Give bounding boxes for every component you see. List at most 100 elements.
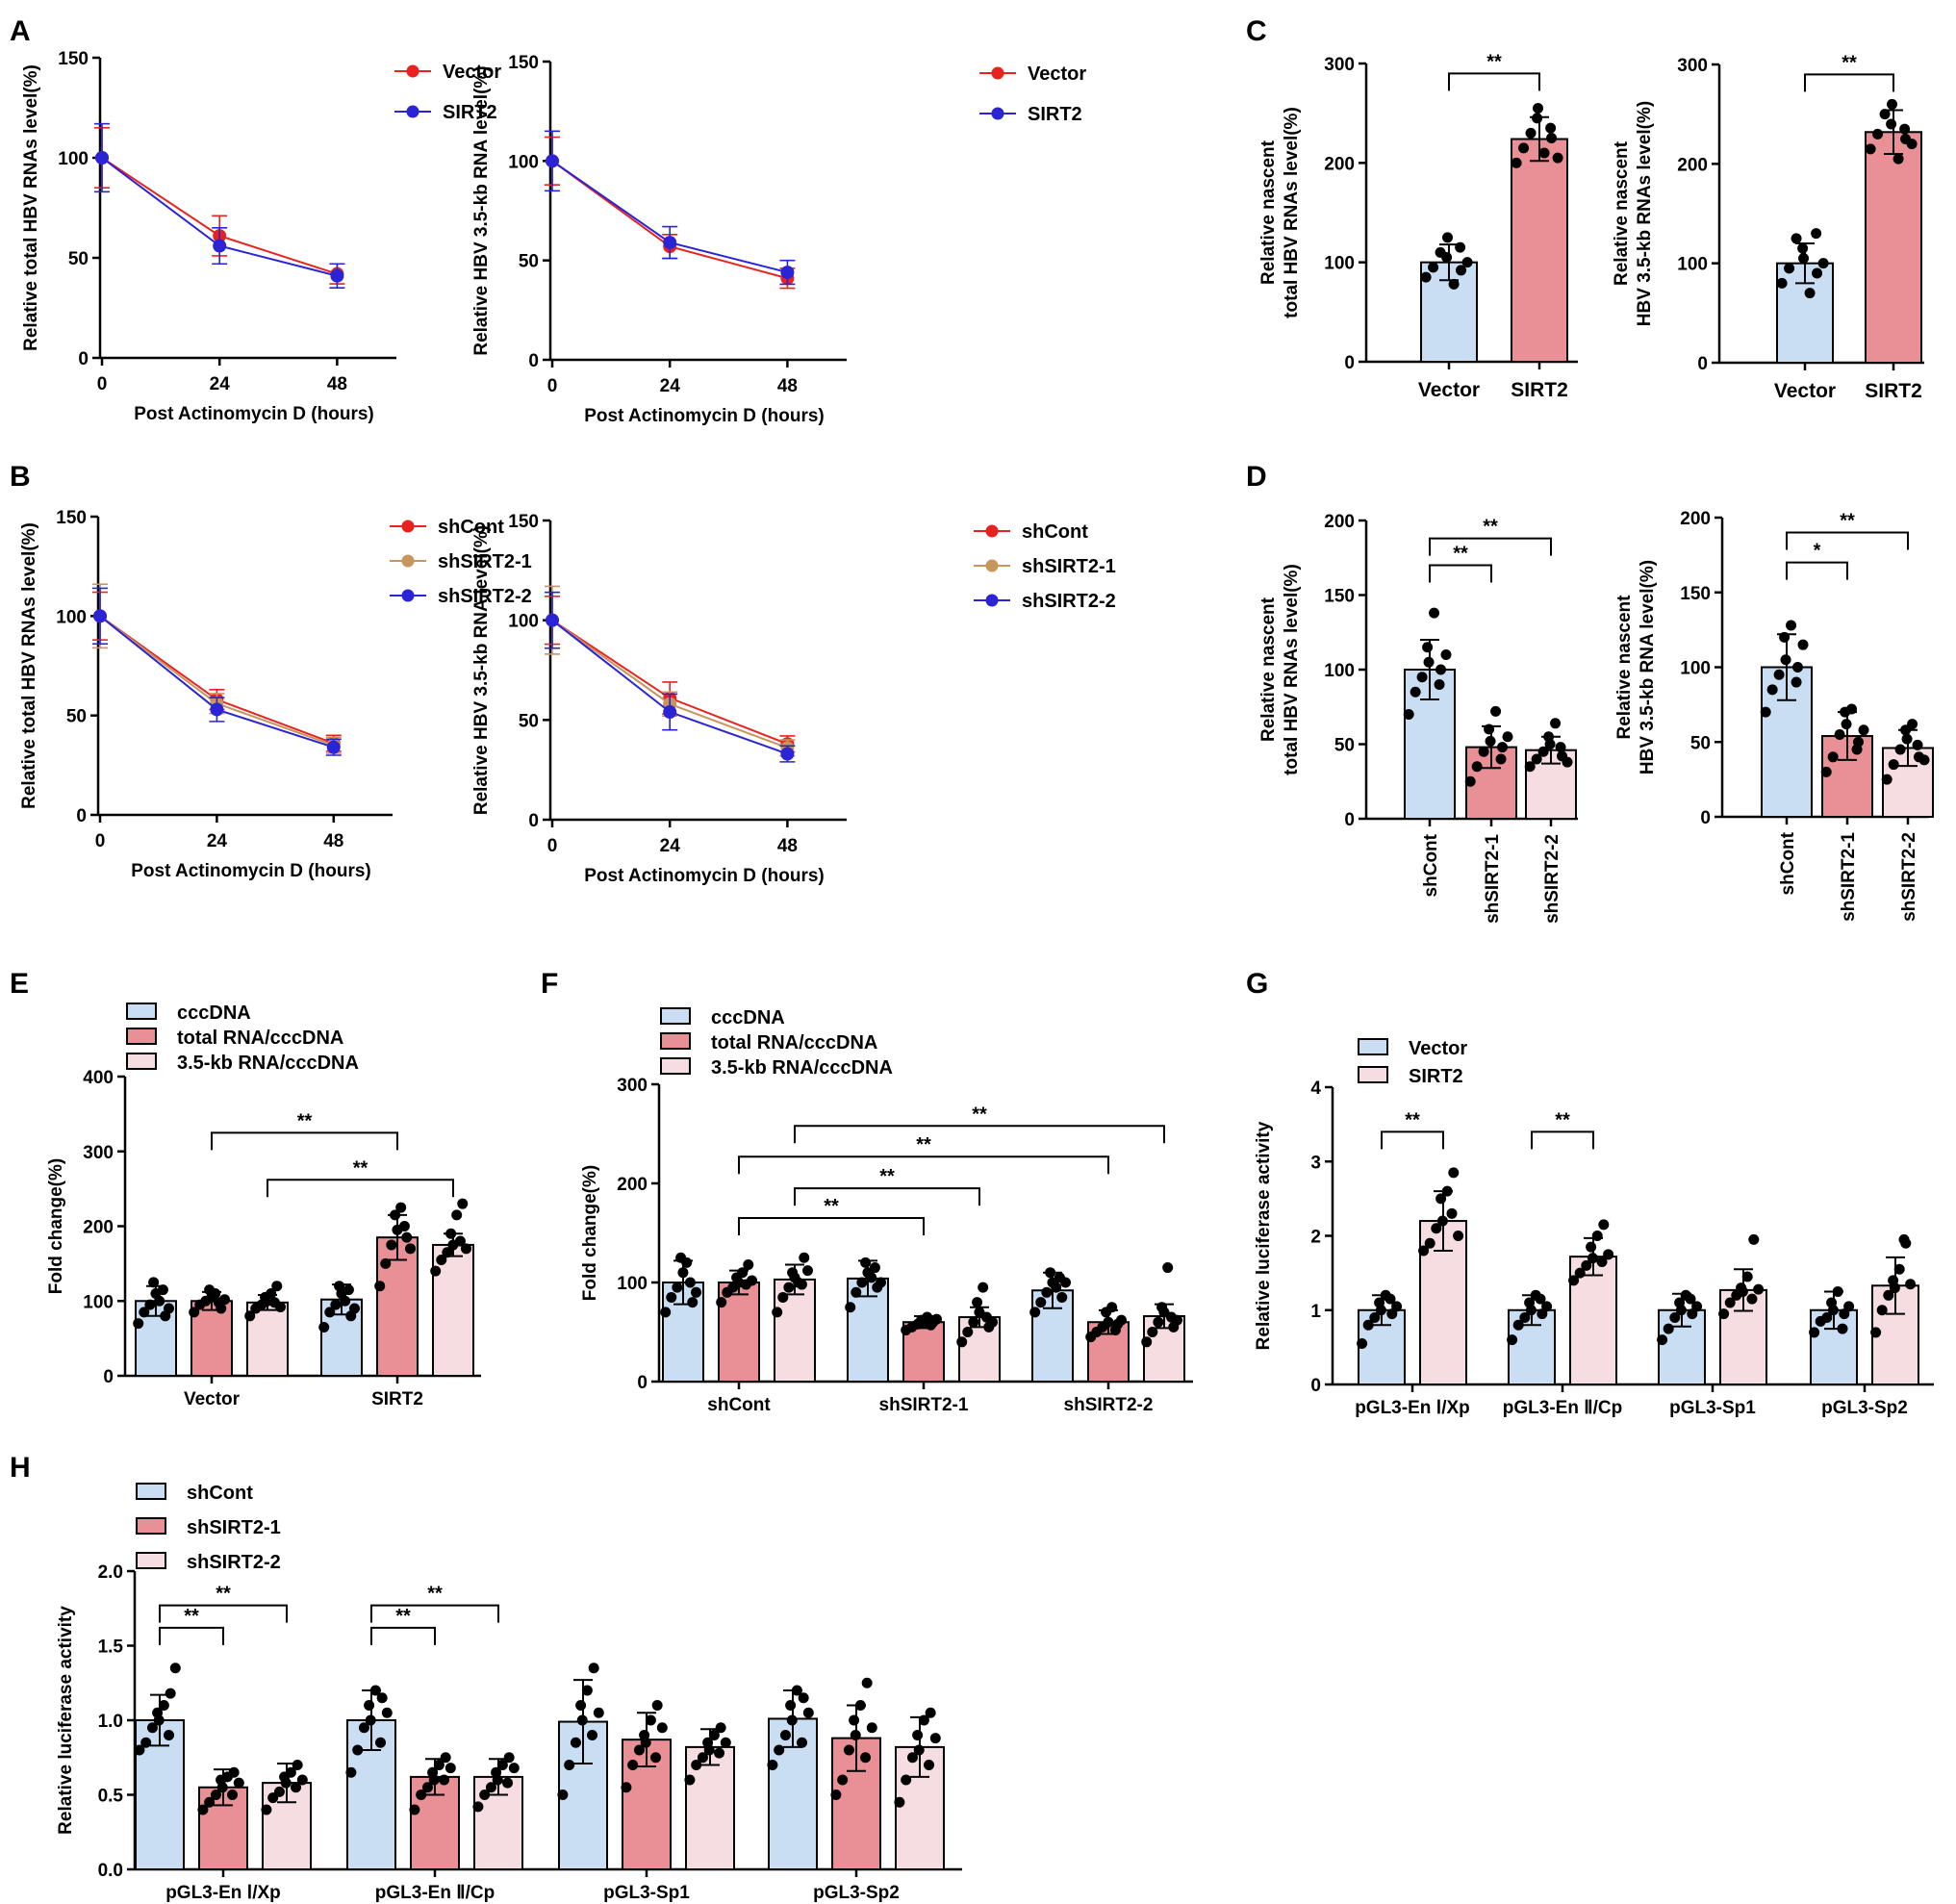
- legend-label: shSIRT2-2: [438, 586, 532, 607]
- legend-label: cccDNA: [711, 1007, 785, 1028]
- data-dot: [440, 1752, 451, 1764]
- data-dot: [1141, 1336, 1153, 1348]
- data-dot: [1441, 1185, 1453, 1197]
- bar: [1865, 131, 1922, 364]
- data-dot: [1886, 118, 1897, 130]
- data-dot: [1858, 724, 1869, 736]
- data-dot: [1791, 676, 1802, 688]
- data-dot: [1718, 1308, 1730, 1320]
- data-dot: [802, 1265, 813, 1277]
- data-dot: [1907, 719, 1918, 730]
- y-tick-label: 200: [83, 1218, 114, 1238]
- data-dot: [1674, 1297, 1686, 1308]
- y-tick-label: 0: [103, 1367, 114, 1387]
- data-dot: [271, 1281, 283, 1292]
- data-dot: [715, 1722, 726, 1734]
- data-dot: [1837, 1323, 1848, 1334]
- data-dot: [1422, 642, 1434, 653]
- legend-marker: [401, 554, 415, 568]
- significance-bracket: [738, 1217, 925, 1236]
- data-dot: [1384, 1293, 1396, 1305]
- x-tick-label: 24: [660, 376, 681, 396]
- data-dot: [1436, 1215, 1448, 1227]
- y-axis-label-line: Fold change(%): [580, 1165, 600, 1301]
- data-dot: [743, 1258, 754, 1270]
- y-axis-label-line: Relative HBV 3.5-kb RNA level(%): [471, 525, 492, 815]
- data-dot: [779, 1730, 791, 1740]
- data-dot: [1596, 1257, 1608, 1268]
- data-dot: [797, 1737, 808, 1748]
- data-dot: [1172, 1314, 1182, 1326]
- data-dot: [503, 1752, 515, 1764]
- data-dot: [645, 1714, 656, 1726]
- legend-marker: [406, 105, 419, 118]
- y-tick-label: 100: [508, 612, 539, 632]
- data-dot: [1797, 242, 1809, 254]
- data-dot: [783, 1282, 795, 1293]
- y-tick-label: 0: [1344, 353, 1355, 373]
- data-dot: [1153, 1316, 1164, 1328]
- y-tick-label: 100: [1324, 661, 1355, 681]
- data-dot: [1748, 1233, 1760, 1245]
- panel-label-e: E: [10, 968, 29, 1000]
- significance-label: **: [216, 1584, 231, 1605]
- data-dot: [876, 1277, 886, 1288]
- y-tick-label: 100: [1680, 659, 1711, 679]
- data-dot: [684, 1277, 696, 1288]
- data-dot: [1603, 1249, 1614, 1260]
- data-dot: [1811, 228, 1822, 240]
- data-dot: [146, 1722, 158, 1734]
- y-axis-label-line: HBV 3.5-kb RNAs level(%): [1635, 101, 1655, 326]
- data-dot: [557, 1790, 569, 1800]
- legend-marker: [985, 524, 999, 538]
- significance-label: **: [1483, 517, 1498, 538]
- y-tick-label: 200: [1677, 155, 1708, 175]
- data-dot: [1512, 1319, 1524, 1331]
- bar: [1658, 1308, 1706, 1385]
- data-dot: [165, 1688, 176, 1699]
- data-dot: [684, 1774, 696, 1786]
- data-dot: [376, 1692, 388, 1704]
- data-dot: [1685, 1293, 1696, 1305]
- significance-label: **: [184, 1606, 199, 1627]
- data-dot: [398, 1221, 410, 1231]
- data-dot: [906, 1752, 918, 1764]
- y-tick-label: 100: [83, 1292, 114, 1312]
- significance-label: **: [1453, 544, 1468, 565]
- y-tick-label: 50: [66, 707, 87, 727]
- x-tick-label: SIRT2: [1865, 380, 1922, 402]
- data-dot: [169, 1663, 181, 1674]
- data-dot: [1495, 753, 1507, 765]
- data-dot: [925, 1707, 936, 1718]
- data-dot: [291, 1782, 302, 1793]
- x-tick-label: pGL3-Sp2: [1821, 1398, 1908, 1418]
- data-dot: [479, 1790, 491, 1800]
- data-dot: [430, 1265, 442, 1277]
- bar: [718, 1282, 760, 1383]
- data-dot: [850, 1730, 861, 1740]
- data-dot: [1888, 759, 1899, 771]
- y-tick-label: 100: [58, 149, 89, 169]
- data-point: [93, 609, 107, 623]
- significance-label: **: [824, 1196, 839, 1217]
- y-tick-label: 300: [617, 1076, 648, 1096]
- data-dot: [1899, 123, 1911, 135]
- data-dot: [409, 1804, 420, 1815]
- data-dot: [588, 1663, 599, 1674]
- y-tick-label: 1.5: [98, 1637, 124, 1658]
- y-tick-label: 0: [78, 349, 89, 369]
- legend-label: shSIRT2-1: [438, 551, 532, 572]
- data-dot: [1511, 157, 1522, 168]
- legend-label: shSIRT2-1: [187, 1517, 281, 1538]
- significance-label: **: [1555, 1109, 1570, 1130]
- data-dot: [374, 1281, 386, 1292]
- x-tick-label: 48: [323, 831, 343, 851]
- legend-swatch: [126, 1028, 157, 1045]
- data-dot: [1541, 1301, 1553, 1312]
- data-dot: [502, 1777, 514, 1789]
- data-dot: [1538, 147, 1550, 159]
- data-dot: [767, 1760, 778, 1770]
- data-dot: [1448, 278, 1460, 290]
- legend-swatch: [136, 1552, 166, 1569]
- legend-label: shCont: [187, 1483, 253, 1504]
